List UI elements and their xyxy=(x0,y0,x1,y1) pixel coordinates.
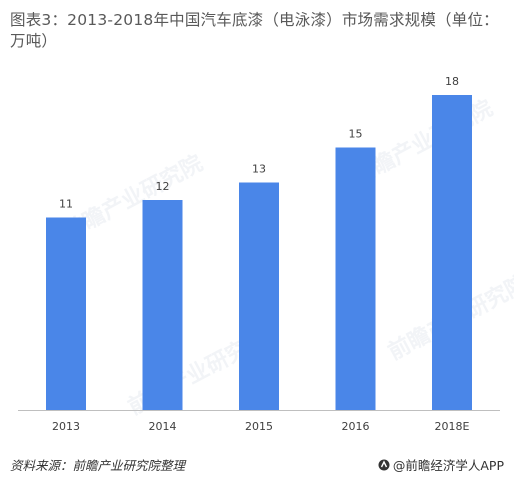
bar-2018E xyxy=(432,95,472,410)
value-labels-group: 11 12 13 15 18 xyxy=(59,75,459,211)
bar-2014 xyxy=(142,200,183,410)
source-note: 资料来源：前瞻产业研究院整理 xyxy=(10,458,186,473)
brand-logo-icon xyxy=(378,459,390,470)
bar-2016 xyxy=(335,147,376,410)
tick-label-2016: 2016 xyxy=(342,420,370,433)
value-label-2014: 12 xyxy=(156,180,170,193)
tick-label-2013: 2013 xyxy=(52,420,80,433)
bar-2015 xyxy=(239,182,279,410)
bars-group xyxy=(46,95,472,410)
tick-label-2014: 2014 xyxy=(149,420,177,433)
tick-label-2018E: 2018E xyxy=(435,420,470,433)
tick-label-2015: 2015 xyxy=(245,420,273,433)
bar-2013 xyxy=(46,217,86,410)
value-label-2013: 11 xyxy=(59,198,73,211)
value-label-2018E: 18 xyxy=(445,75,459,88)
chart-title: 图表3：2013-2018年中国汽车底漆（电泳漆）市场需求规模（单位：万吨） xyxy=(10,11,499,50)
tick-labels-group: 2013 2014 2015 2016 2018E xyxy=(52,420,470,433)
value-label-2015: 13 xyxy=(252,163,266,176)
value-label-2016: 15 xyxy=(349,128,363,141)
brand-text: @前瞻经济学人APP xyxy=(392,458,504,473)
brand-credit: @前瞻经济学人APP xyxy=(378,455,504,474)
